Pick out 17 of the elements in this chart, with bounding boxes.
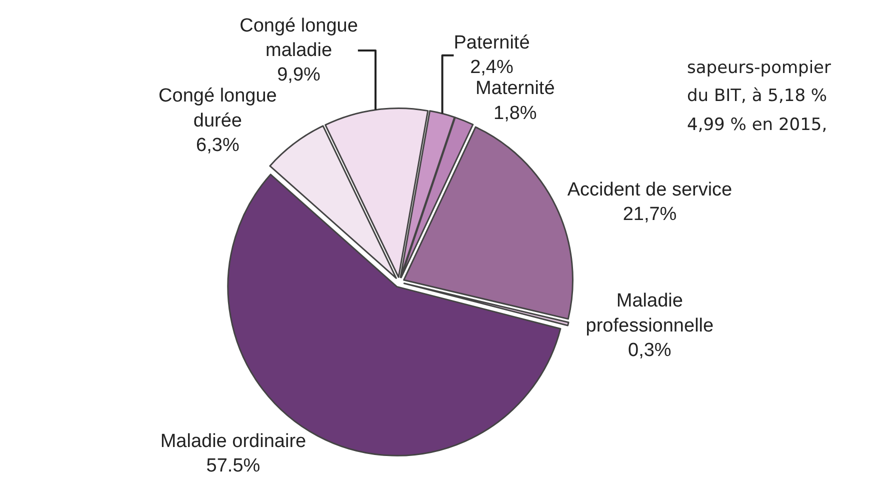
data-label: 21,7%	[622, 204, 677, 226]
slice-label: Congé longue durée	[158, 86, 277, 132]
data-label: 9,9%	[277, 64, 321, 86]
slice-label: Maladie professionnelle	[586, 290, 714, 336]
data-label: 57.5%	[206, 455, 260, 476]
data-label: 1,8%	[493, 102, 537, 124]
data-label: 6,3%	[196, 135, 240, 156]
text: du BIT, à 5,18 %	[687, 86, 828, 106]
slice-label: Maladie ordinaire	[160, 430, 306, 452]
data-label: 0,3%	[628, 340, 672, 362]
data-label: 2,4%	[470, 57, 514, 78]
slice-label: Paternité	[454, 32, 530, 54]
slice-label: Accident de service	[567, 179, 732, 200]
text: 4,99 % en 2015,	[687, 115, 828, 135]
slice-label: Maternité	[476, 78, 555, 100]
text: sapeurs-pompier	[687, 58, 832, 78]
slice-label: Congé longue maladie	[240, 15, 358, 61]
